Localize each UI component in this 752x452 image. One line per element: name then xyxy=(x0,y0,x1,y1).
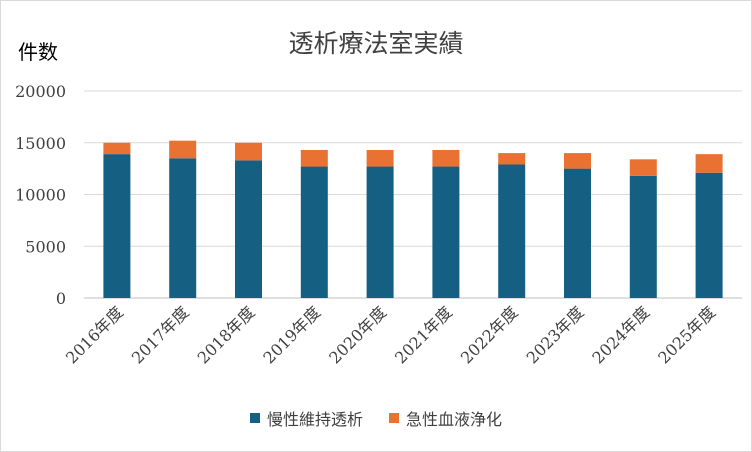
bar-chronic xyxy=(564,168,591,298)
legend-label-acute: 急性血液浄化 xyxy=(406,410,503,429)
bar-acute xyxy=(300,149,328,167)
bar-chronic xyxy=(103,154,131,298)
bar-chronic xyxy=(695,172,723,298)
x-tick-label: 2016年度 xyxy=(62,303,127,368)
bar-acute xyxy=(235,142,262,161)
bar-acute xyxy=(169,140,197,159)
x-tick-label: 2018年度 xyxy=(194,303,259,368)
bar-acute xyxy=(498,153,526,165)
bar-chronic xyxy=(300,166,328,298)
y-tick-label: 5000 xyxy=(25,237,66,256)
bar-chronic xyxy=(432,166,460,298)
x-tick-label: 2023年度 xyxy=(523,303,588,368)
x-tick-label: 2020年度 xyxy=(325,303,390,368)
bar-chronic xyxy=(498,164,526,298)
bar-chronic xyxy=(169,158,197,298)
legend-item-chronic: 慢性維持透析 xyxy=(249,406,363,430)
bar-chronic xyxy=(235,160,262,298)
y-axis-label: 件数 xyxy=(18,40,58,64)
y-tick-label: 10000 xyxy=(15,186,66,205)
y-tick-label: 20000 xyxy=(15,82,66,101)
legend-label-chronic: 慢性維持透析 xyxy=(266,410,363,429)
legend-swatch-acute xyxy=(389,413,399,423)
x-tick-label: 2022年度 xyxy=(457,303,522,368)
x-tick-label: 2025年度 xyxy=(654,303,719,368)
legend-swatch-chronic xyxy=(249,413,260,423)
bar-chronic xyxy=(366,166,394,298)
chart-title: 透析療法室実績 xyxy=(288,29,464,58)
bar-acute xyxy=(103,142,131,155)
x-tick-label: 2021年度 xyxy=(391,303,456,368)
bar-acute xyxy=(432,149,460,167)
x-tick-label: 2019年度 xyxy=(259,303,324,368)
bar-acute xyxy=(695,154,723,173)
legend: 慢性維持透析 急性血液浄化 xyxy=(0,406,752,430)
bar-acute xyxy=(366,149,394,167)
y-tick-label: 0 xyxy=(56,289,66,308)
x-tick-label: 2024年度 xyxy=(588,303,653,368)
bar-acute xyxy=(564,153,591,169)
y-tick-label: 15000 xyxy=(15,134,66,153)
legend-item-acute: 急性血液浄化 xyxy=(389,406,502,430)
x-tick-label: 2017年度 xyxy=(128,303,193,368)
bar-acute xyxy=(629,159,657,176)
bar-chronic xyxy=(629,175,657,298)
